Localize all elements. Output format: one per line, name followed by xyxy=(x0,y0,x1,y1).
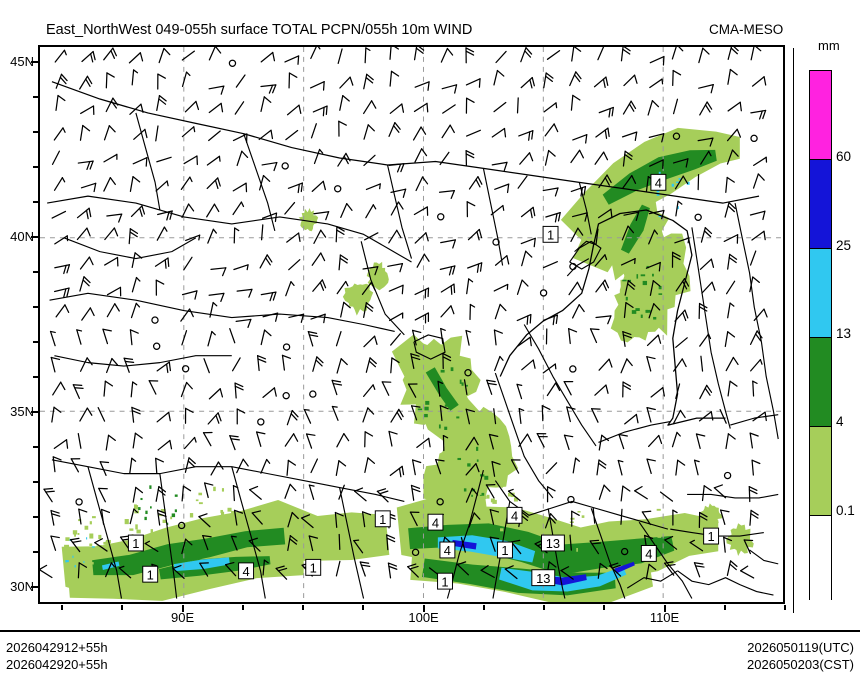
colorbar-tick-label: 4 xyxy=(836,414,844,430)
x-axis-minor-tick xyxy=(482,605,485,610)
contour-label: 13 xyxy=(536,571,550,586)
x-axis-minor-tick xyxy=(302,605,305,610)
contour-label: 4 xyxy=(432,515,439,530)
x-axis-tick-label: 100E xyxy=(408,610,439,625)
contour-label: 4 xyxy=(511,508,518,523)
x-axis-tick xyxy=(422,605,425,612)
contour-label: 1 xyxy=(379,512,386,527)
y-axis-tick-label: 35N xyxy=(10,403,34,419)
model-label: CMA-MESO xyxy=(709,22,784,37)
colorbar-band[interactable] xyxy=(810,159,831,248)
y-axis-minor-tick xyxy=(33,166,38,169)
colorbar-tick-label: 25 xyxy=(836,237,852,253)
y-axis-minor-tick xyxy=(33,271,38,274)
contour-label: 1 xyxy=(501,543,508,558)
contour-label: 4 xyxy=(242,564,249,579)
contour-label: 1 xyxy=(132,536,139,551)
footer-valid-time: 2026050119(UTC) 2026050203(CST) xyxy=(747,639,854,673)
colorbar-tick-label: 60 xyxy=(836,149,852,165)
contour-label: 1 xyxy=(547,228,554,243)
map-plot-area[interactable]: 4 1 4 1 4 13 4 1 1 4 1 1 13 4 1 1 xyxy=(38,45,785,604)
x-axis-minor-tick xyxy=(61,605,64,610)
y-axis-minor-tick xyxy=(33,515,38,518)
x-axis-minor-tick xyxy=(543,605,546,610)
footer-divider xyxy=(0,630,860,632)
footer-init-utc: 2026042912+55h xyxy=(6,640,108,655)
colorbar-band[interactable] xyxy=(810,426,831,515)
colorbar-panel xyxy=(793,48,859,613)
colorbar-unit-label: mm xyxy=(818,38,840,53)
contour-label: 1 xyxy=(310,561,317,576)
map-canvas: 4 1 4 1 4 13 4 1 1 4 1 1 13 4 1 1 xyxy=(40,47,783,602)
y-axis-tick xyxy=(31,236,38,239)
x-axis-minor-tick xyxy=(723,605,726,610)
contour-label: 13 xyxy=(546,536,560,551)
y-axis-minor-tick xyxy=(33,375,38,378)
contour-label: 4 xyxy=(645,547,652,562)
footer-init-cst: 2026042920+55h xyxy=(6,657,108,672)
colorbar-tick-label: 0.1 xyxy=(836,502,855,518)
colorbar-band[interactable] xyxy=(810,337,831,426)
y-axis-minor-tick xyxy=(33,550,38,553)
x-axis-minor-tick xyxy=(362,605,365,610)
footer-valid-cst: 2026050203(CST) xyxy=(747,657,854,672)
colorbar[interactable] xyxy=(809,70,832,604)
y-axis-tick xyxy=(31,410,38,413)
x-axis-tick-label: 90E xyxy=(171,610,195,625)
footer-init-time: 2026042912+55h 2026042920+55h xyxy=(6,639,108,673)
y-axis-tick-label: 40N xyxy=(10,229,34,245)
y-axis-minor-tick xyxy=(33,340,38,343)
colorbar-tick-label: 13 xyxy=(836,326,852,341)
y-axis-minor-tick xyxy=(33,480,38,483)
y-axis-tick xyxy=(31,585,38,588)
y-axis-minor-tick xyxy=(33,445,38,448)
y-axis-minor-tick xyxy=(33,131,38,134)
x-axis-tick xyxy=(181,605,184,612)
colorbar-band[interactable] xyxy=(810,515,831,604)
contour-label: 1 xyxy=(147,567,154,582)
contour-label: 4 xyxy=(444,543,451,558)
wind-barbs xyxy=(40,47,768,580)
x-axis-minor-tick xyxy=(241,605,244,610)
y-axis-tick-label: 45N xyxy=(10,54,34,70)
x-axis-minor-tick xyxy=(784,605,786,610)
contour-label: 1 xyxy=(707,529,714,544)
y-axis-tick xyxy=(31,61,38,64)
x-axis-tick-label: 110E xyxy=(649,610,680,625)
colorbar-band[interactable] xyxy=(810,248,831,337)
graticule-gridlines xyxy=(40,47,783,602)
y-axis-minor-tick xyxy=(33,96,38,99)
x-axis-tick xyxy=(663,605,666,612)
contour-label: 4 xyxy=(655,175,662,190)
y-axis-minor-tick xyxy=(33,306,38,309)
colorbar-band[interactable] xyxy=(810,71,831,159)
x-axis-minor-tick xyxy=(603,605,606,610)
contour-labels: 4 1 4 1 4 13 4 1 1 4 1 1 13 4 1 1 xyxy=(127,173,720,590)
x-axis-minor-tick xyxy=(121,605,124,610)
y-axis-tick-label: 30N xyxy=(10,578,34,594)
footer-valid-utc: 2026050119(UTC) xyxy=(747,640,854,655)
contour-label: 1 xyxy=(441,574,448,589)
page-title: East_NorthWest 049-055h surface TOTAL PC… xyxy=(46,22,473,38)
y-axis-minor-tick xyxy=(33,201,38,204)
